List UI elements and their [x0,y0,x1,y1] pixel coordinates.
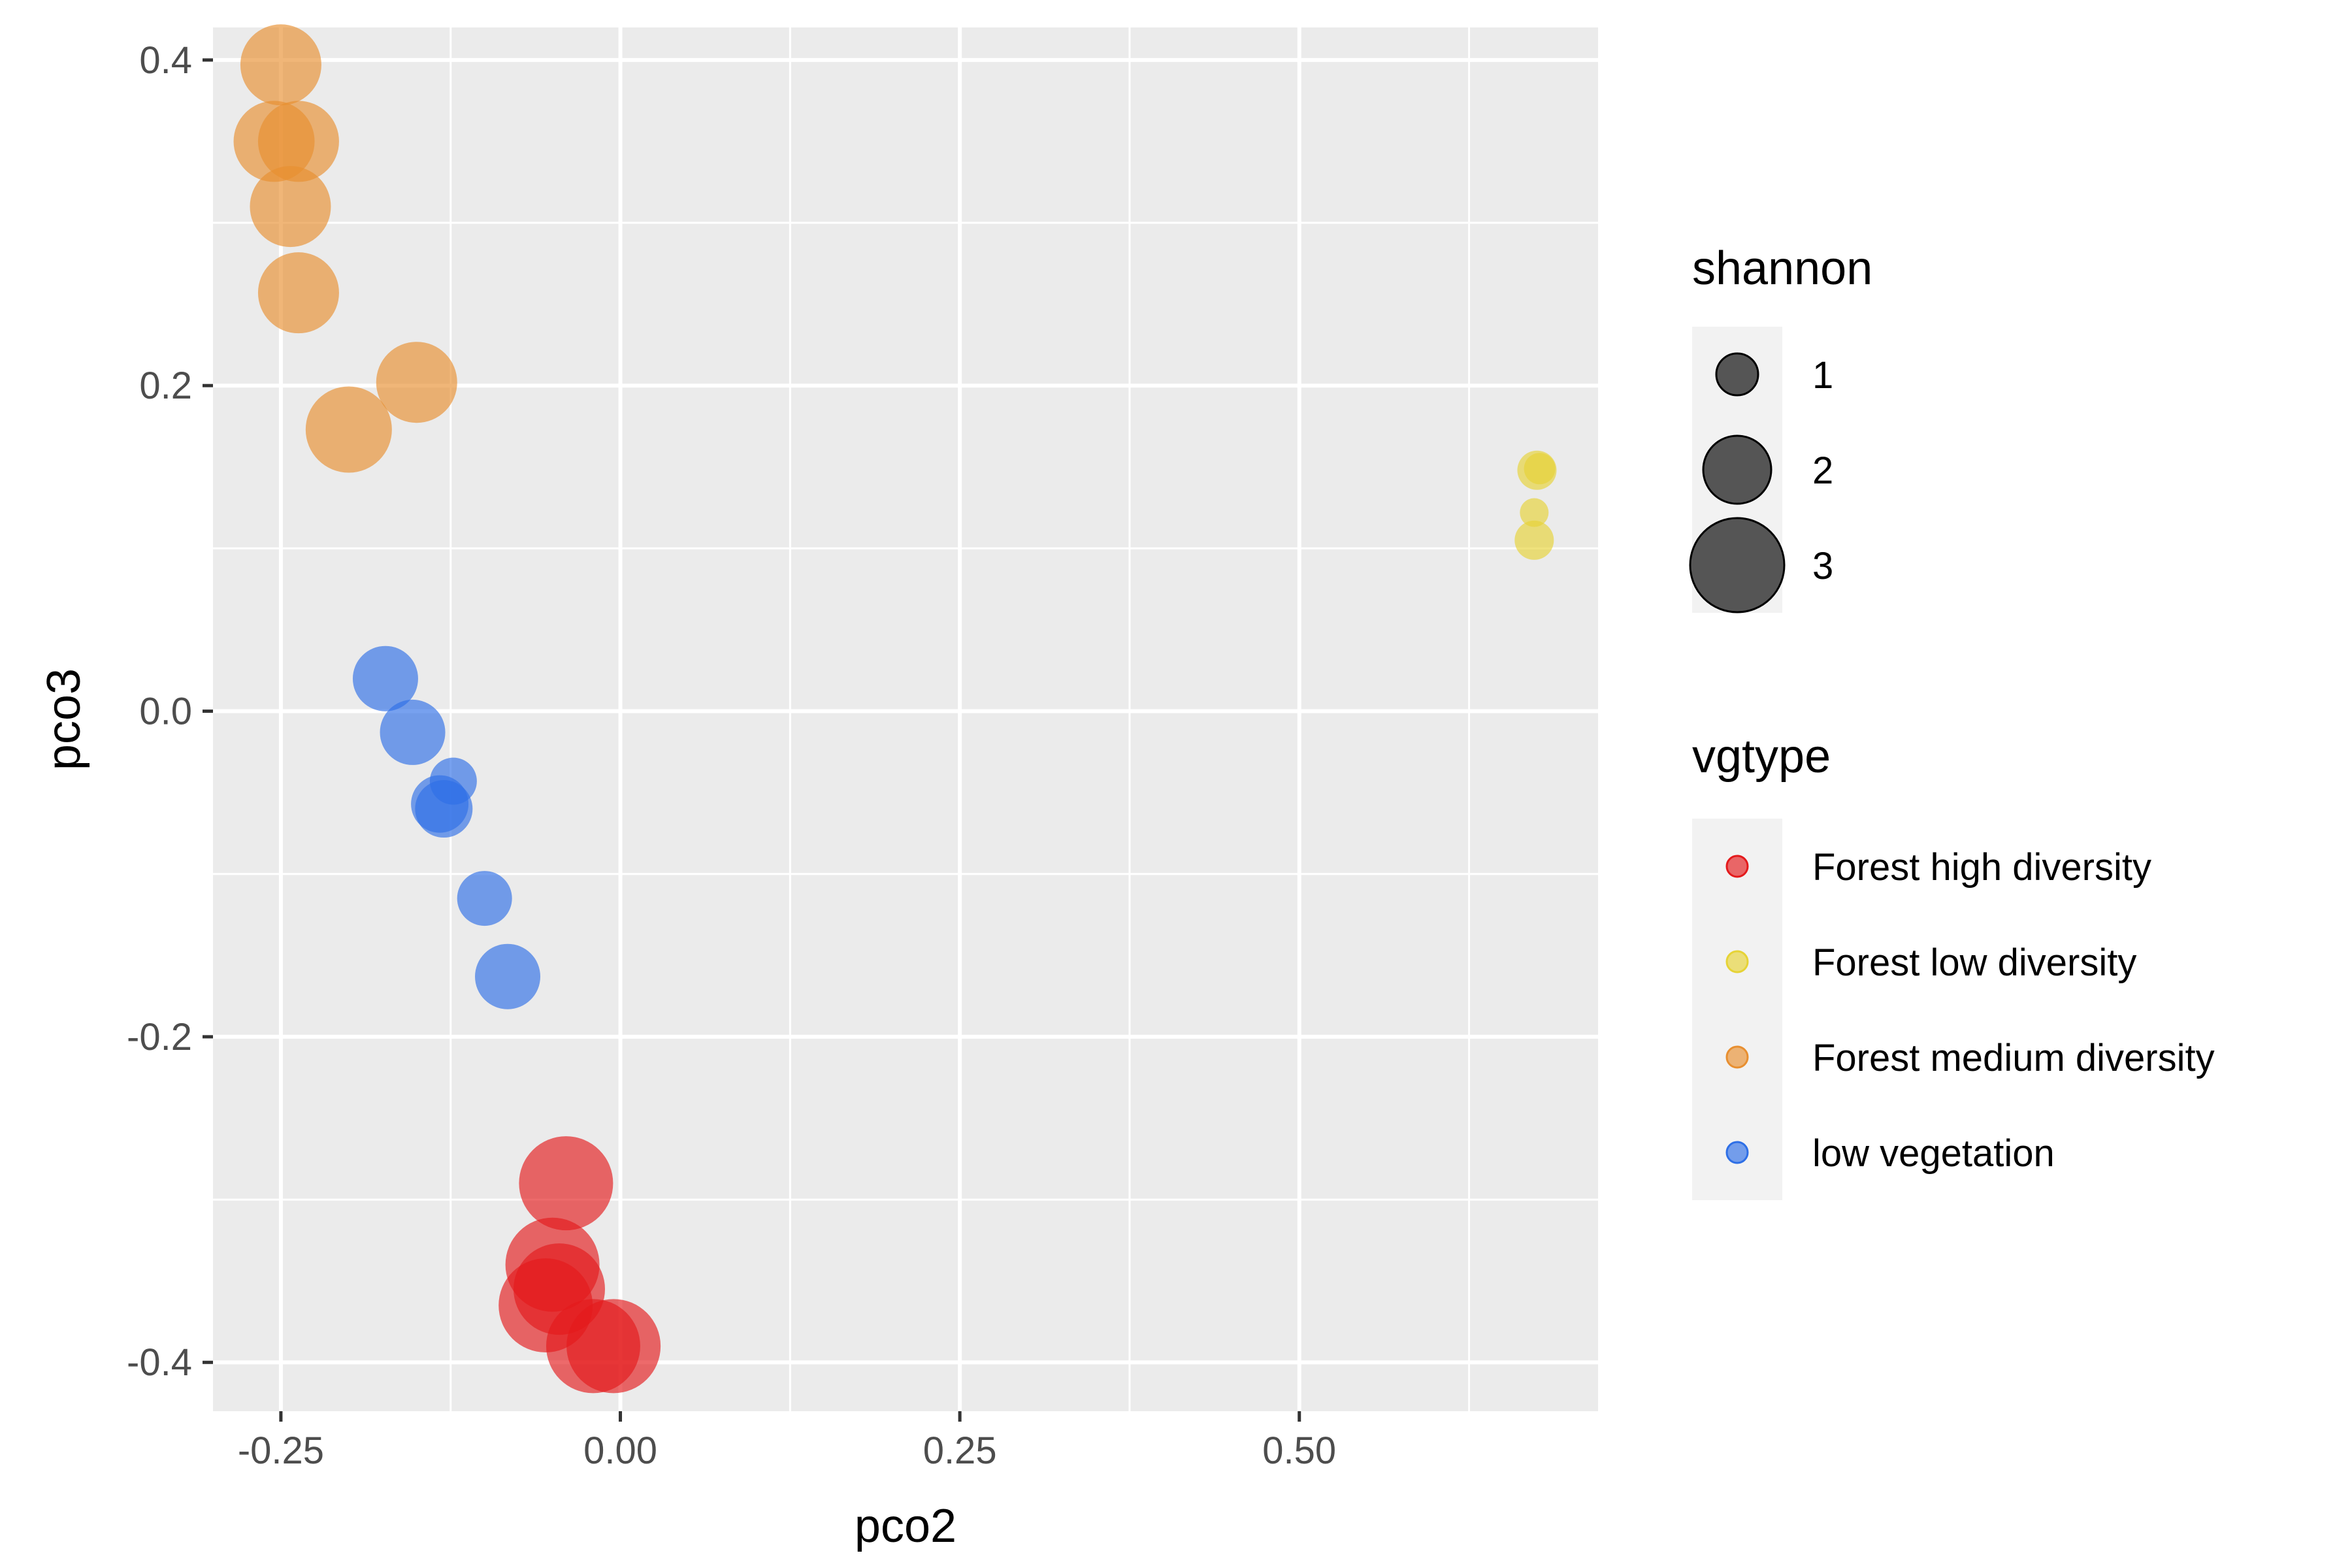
size-legend-label: 3 [1812,545,1833,587]
data-points [233,24,1557,1394]
size-legend-key [1689,517,1786,613]
color-legend: vgtype Forest high diversity Forest low d… [1692,730,2215,1200]
data-point [519,1136,613,1231]
plot-panel [213,27,1598,1411]
color-legend-label: Forest low diversity [1812,941,2136,984]
size-legend-key [1702,434,1772,505]
data-point [566,1299,661,1394]
data-point [257,101,339,182]
data-point [475,943,541,1009]
x-tick-label: 0.50 [1262,1429,1336,1472]
series-low-vegetation [352,645,541,1009]
color-legend-key [1725,1045,1749,1069]
size-legend-title: shannon [1692,242,1872,295]
size-legend: shannon 1 2 3 [1689,242,1872,613]
data-point [457,871,512,926]
x-axis: -0.25 0.00 0.25 0.50 [238,1411,1336,1472]
data-point [1524,453,1556,485]
y-axis-title: pco3 [38,668,90,770]
size-legend-label: 1 [1812,354,1833,397]
data-point [376,342,457,423]
data-point [1514,520,1554,560]
series-forest-medium-diversity [233,24,457,473]
data-point [257,252,339,334]
data-point [305,386,392,473]
color-legend-label: Forest medium diversity [1812,1037,2215,1079]
data-point [1520,498,1549,527]
color-legend-key [1725,1141,1749,1164]
series-forest-low-diversity [1514,450,1557,560]
size-legend-label: 2 [1812,449,1833,492]
color-legend-label: Forest high diversity [1812,846,2151,889]
data-point [352,645,418,711]
data-point [240,24,321,106]
y-tick-label: 0.0 [139,691,192,733]
data-point [250,166,331,248]
x-tick-label: 0.25 [923,1429,997,1472]
data-point [380,699,446,765]
color-legend-key [1725,950,1749,973]
color-legend-label: low vegetation [1812,1132,2055,1175]
color-legend-title: vgtype [1692,730,1831,783]
y-tick-label: -0.2 [127,1016,192,1058]
series-forest-high-diversity [498,1136,661,1394]
grid-minor [213,27,1598,1411]
x-tick-label: 0.00 [583,1429,657,1472]
data-point [415,780,473,838]
color-legend-key [1725,855,1749,878]
y-tick-label: 0.4 [139,39,192,82]
size-legend-key [1715,352,1759,397]
x-tick-label: -0.25 [238,1429,324,1472]
y-axis: 0.4 0.2 0.0 -0.2 -0.4 [127,39,213,1384]
y-tick-label: 0.2 [139,365,192,407]
y-tick-label: -0.4 [127,1341,192,1384]
x-axis-title: pco2 [855,1500,956,1552]
